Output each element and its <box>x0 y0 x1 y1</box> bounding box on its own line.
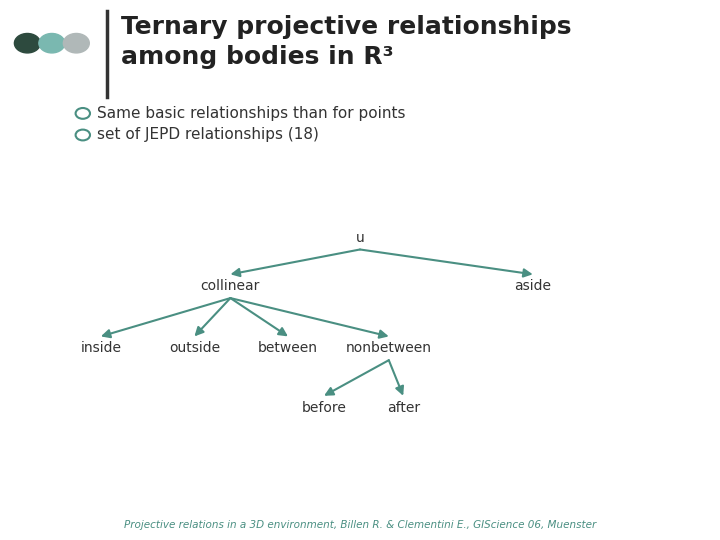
Text: inside: inside <box>81 341 121 355</box>
Text: outside: outside <box>168 341 220 355</box>
Text: before: before <box>302 401 346 415</box>
Text: after: after <box>387 401 420 415</box>
Circle shape <box>39 33 65 53</box>
Text: set of JEPD relationships (18): set of JEPD relationships (18) <box>97 127 319 143</box>
Circle shape <box>63 33 89 53</box>
Text: Ternary projective relationships: Ternary projective relationships <box>121 15 572 39</box>
Circle shape <box>14 33 40 53</box>
Text: Same basic relationships than for points: Same basic relationships than for points <box>97 106 405 121</box>
Text: nonbetween: nonbetween <box>346 341 432 355</box>
Text: Projective relations in a 3D environment, Billen R. & Clementini E., GIScience 0: Projective relations in a 3D environment… <box>124 520 596 530</box>
Text: among bodies in R³: among bodies in R³ <box>121 45 394 69</box>
Text: u: u <box>356 231 364 245</box>
Text: aside: aside <box>514 279 552 293</box>
Text: collinear: collinear <box>201 279 260 293</box>
Text: between: between <box>258 341 318 355</box>
